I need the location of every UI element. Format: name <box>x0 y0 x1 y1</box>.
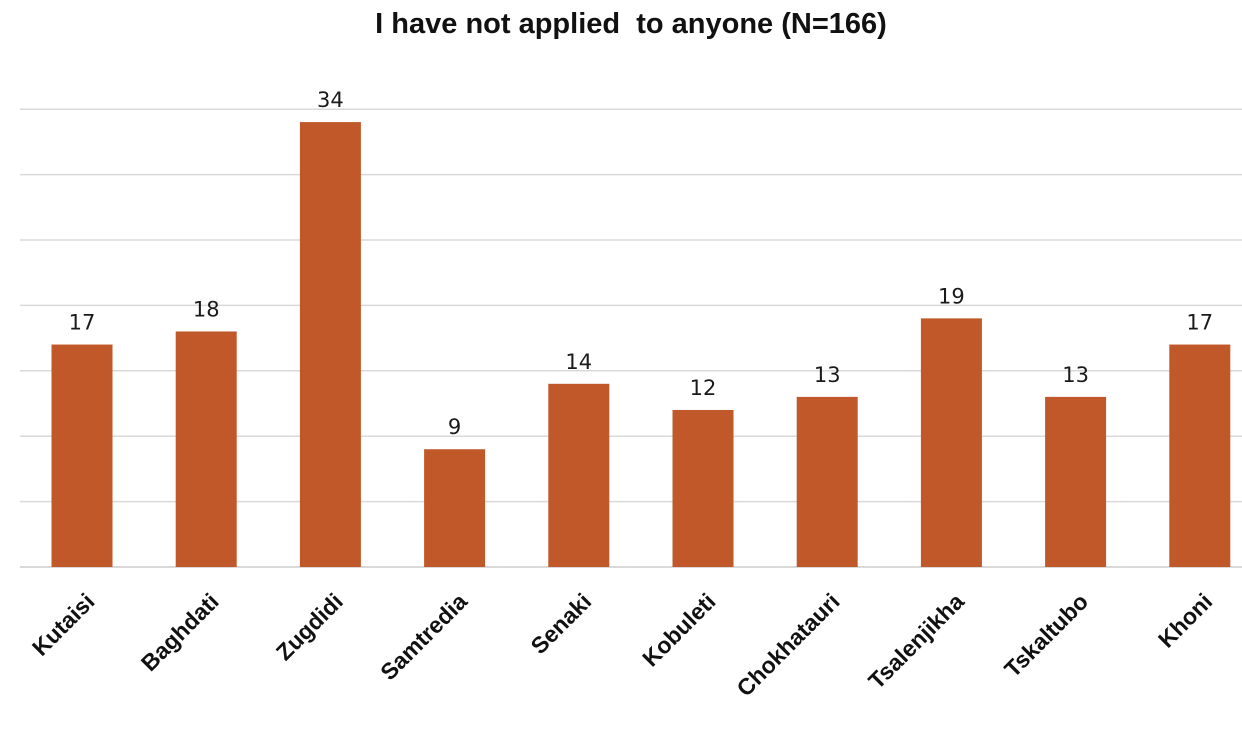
x-tick-labels: Kutaisi Baghdati Zugdidi Samtredia Senaki Kob… <box>27 588 1217 701</box>
bar-chokhatauri <box>796 396 858 567</box>
x-tick-label: Khoni <box>1153 588 1217 652</box>
data-label: 13 <box>814 363 841 387</box>
bar-baghdati <box>175 331 237 567</box>
bar-senaki <box>548 383 610 567</box>
x-tick-label: Chokhatauri <box>731 588 844 701</box>
x-tick-label: Baghdati <box>136 588 224 676</box>
bar-zugdidi <box>299 122 361 567</box>
data-label: 18 <box>193 297 220 321</box>
bar-tskaltubo <box>1045 396 1107 567</box>
chart-title: I have not applied to anyone (N=166) <box>375 8 887 40</box>
x-tick-label: Kutaisi <box>27 588 100 661</box>
data-label: 19 <box>938 284 965 308</box>
data-label: 9 <box>448 415 461 439</box>
x-tick-label: Senaki <box>526 588 597 659</box>
bars <box>51 122 1231 567</box>
data-label: 13 <box>1062 363 1089 387</box>
data-label: 17 <box>69 311 96 335</box>
data-label: 12 <box>690 376 717 400</box>
x-tick-label: Tskaltubo <box>999 588 1093 682</box>
x-tick-label: Zugdidi <box>271 588 348 665</box>
bar-samtredia <box>424 449 486 567</box>
data-label: 34 <box>317 88 344 112</box>
data-label: 17 <box>1186 311 1213 335</box>
x-tick-label: Tsalenjikha <box>863 588 969 694</box>
bar-kobuleti <box>672 409 734 567</box>
x-tick-label: Samtredia <box>375 588 472 685</box>
bar-khoni <box>1169 344 1231 567</box>
x-tick-label: Kobuleti <box>637 588 720 671</box>
data-labels: 17 18 34 9 14 12 13 19 13 17 <box>69 88 1214 439</box>
bar-kutaisi <box>51 344 113 567</box>
bar-tsalenjikha <box>920 318 982 567</box>
data-label: 14 <box>565 350 592 374</box>
